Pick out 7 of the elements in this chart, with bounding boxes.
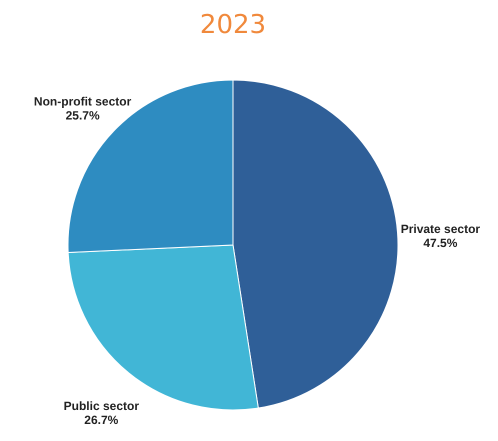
- slice-label: Public sector: [64, 399, 140, 414]
- chart-title: 2023: [200, 10, 266, 40]
- data-label: 25.7%: [66, 108, 100, 122]
- slice-label: Private sector: [400, 222, 480, 236]
- slice-label: Non-profit sector: [34, 94, 132, 108]
- data-label: 47.5%: [423, 236, 458, 250]
- data-label: 26.7%: [84, 413, 119, 428]
